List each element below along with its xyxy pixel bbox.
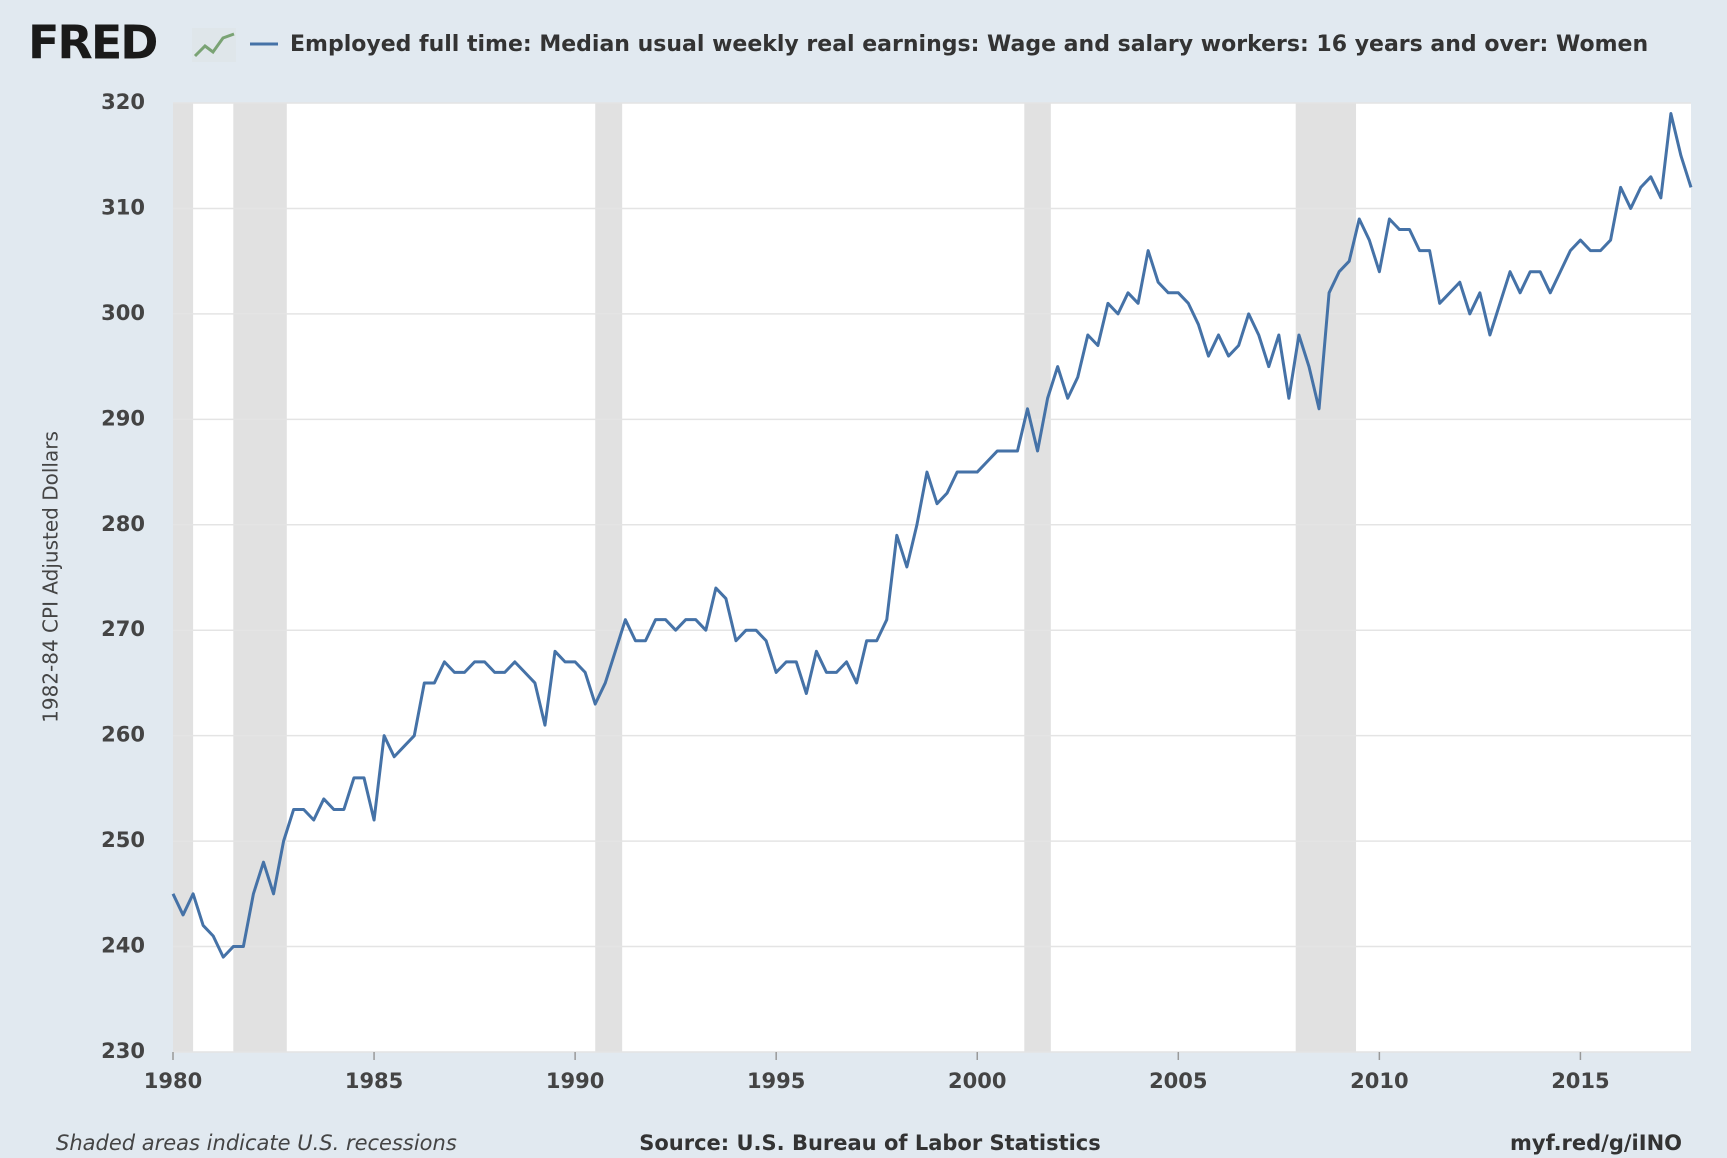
x-tick-label: 1995	[747, 1069, 805, 1093]
y-tick-label: 310	[101, 195, 145, 219]
x-tick-label: 2005	[1149, 1069, 1207, 1093]
x-tick-label: 2000	[948, 1069, 1006, 1093]
x-tick-label: 1990	[546, 1069, 604, 1093]
x-tick-label: 1980	[144, 1069, 202, 1093]
y-tick-label: 260	[101, 723, 145, 747]
short-link: myf.red/g/iINO	[1510, 1131, 1682, 1155]
recession-note: Shaded areas indicate U.S. recessions	[56, 1131, 457, 1155]
y-tick-label: 250	[101, 828, 145, 852]
logo: FRED	[28, 16, 156, 70]
recession-band	[173, 103, 194, 1052]
plot-area	[173, 103, 1691, 1052]
y-tick-label: 290	[101, 406, 145, 430]
legend-label: Employed full time: Median usual weekly …	[290, 32, 1648, 57]
y-tick-label: 300	[101, 301, 145, 325]
y-tick-label: 240	[101, 934, 145, 958]
x-tick-label: 2010	[1350, 1069, 1408, 1093]
y-tick-label: 230	[101, 1039, 145, 1063]
recession-band	[595, 103, 623, 1052]
x-tick-label: 1985	[345, 1069, 403, 1093]
y-axis-label: 1982-84 CPI Adjusted Dollars	[39, 431, 63, 723]
y-tick-label: 270	[101, 617, 145, 641]
source: Source: U.S. Bureau of Labor Statistics	[639, 1131, 1101, 1155]
x-tick-label: 2015	[1551, 1069, 1609, 1093]
recession-band	[1024, 103, 1051, 1052]
y-tick-label: 320	[101, 90, 145, 114]
logo-icon	[192, 28, 236, 62]
data-line	[171, 112, 1693, 959]
recession-band	[233, 103, 287, 1052]
y-tick-label: 280	[101, 512, 145, 536]
recession-band	[1295, 103, 1357, 1052]
